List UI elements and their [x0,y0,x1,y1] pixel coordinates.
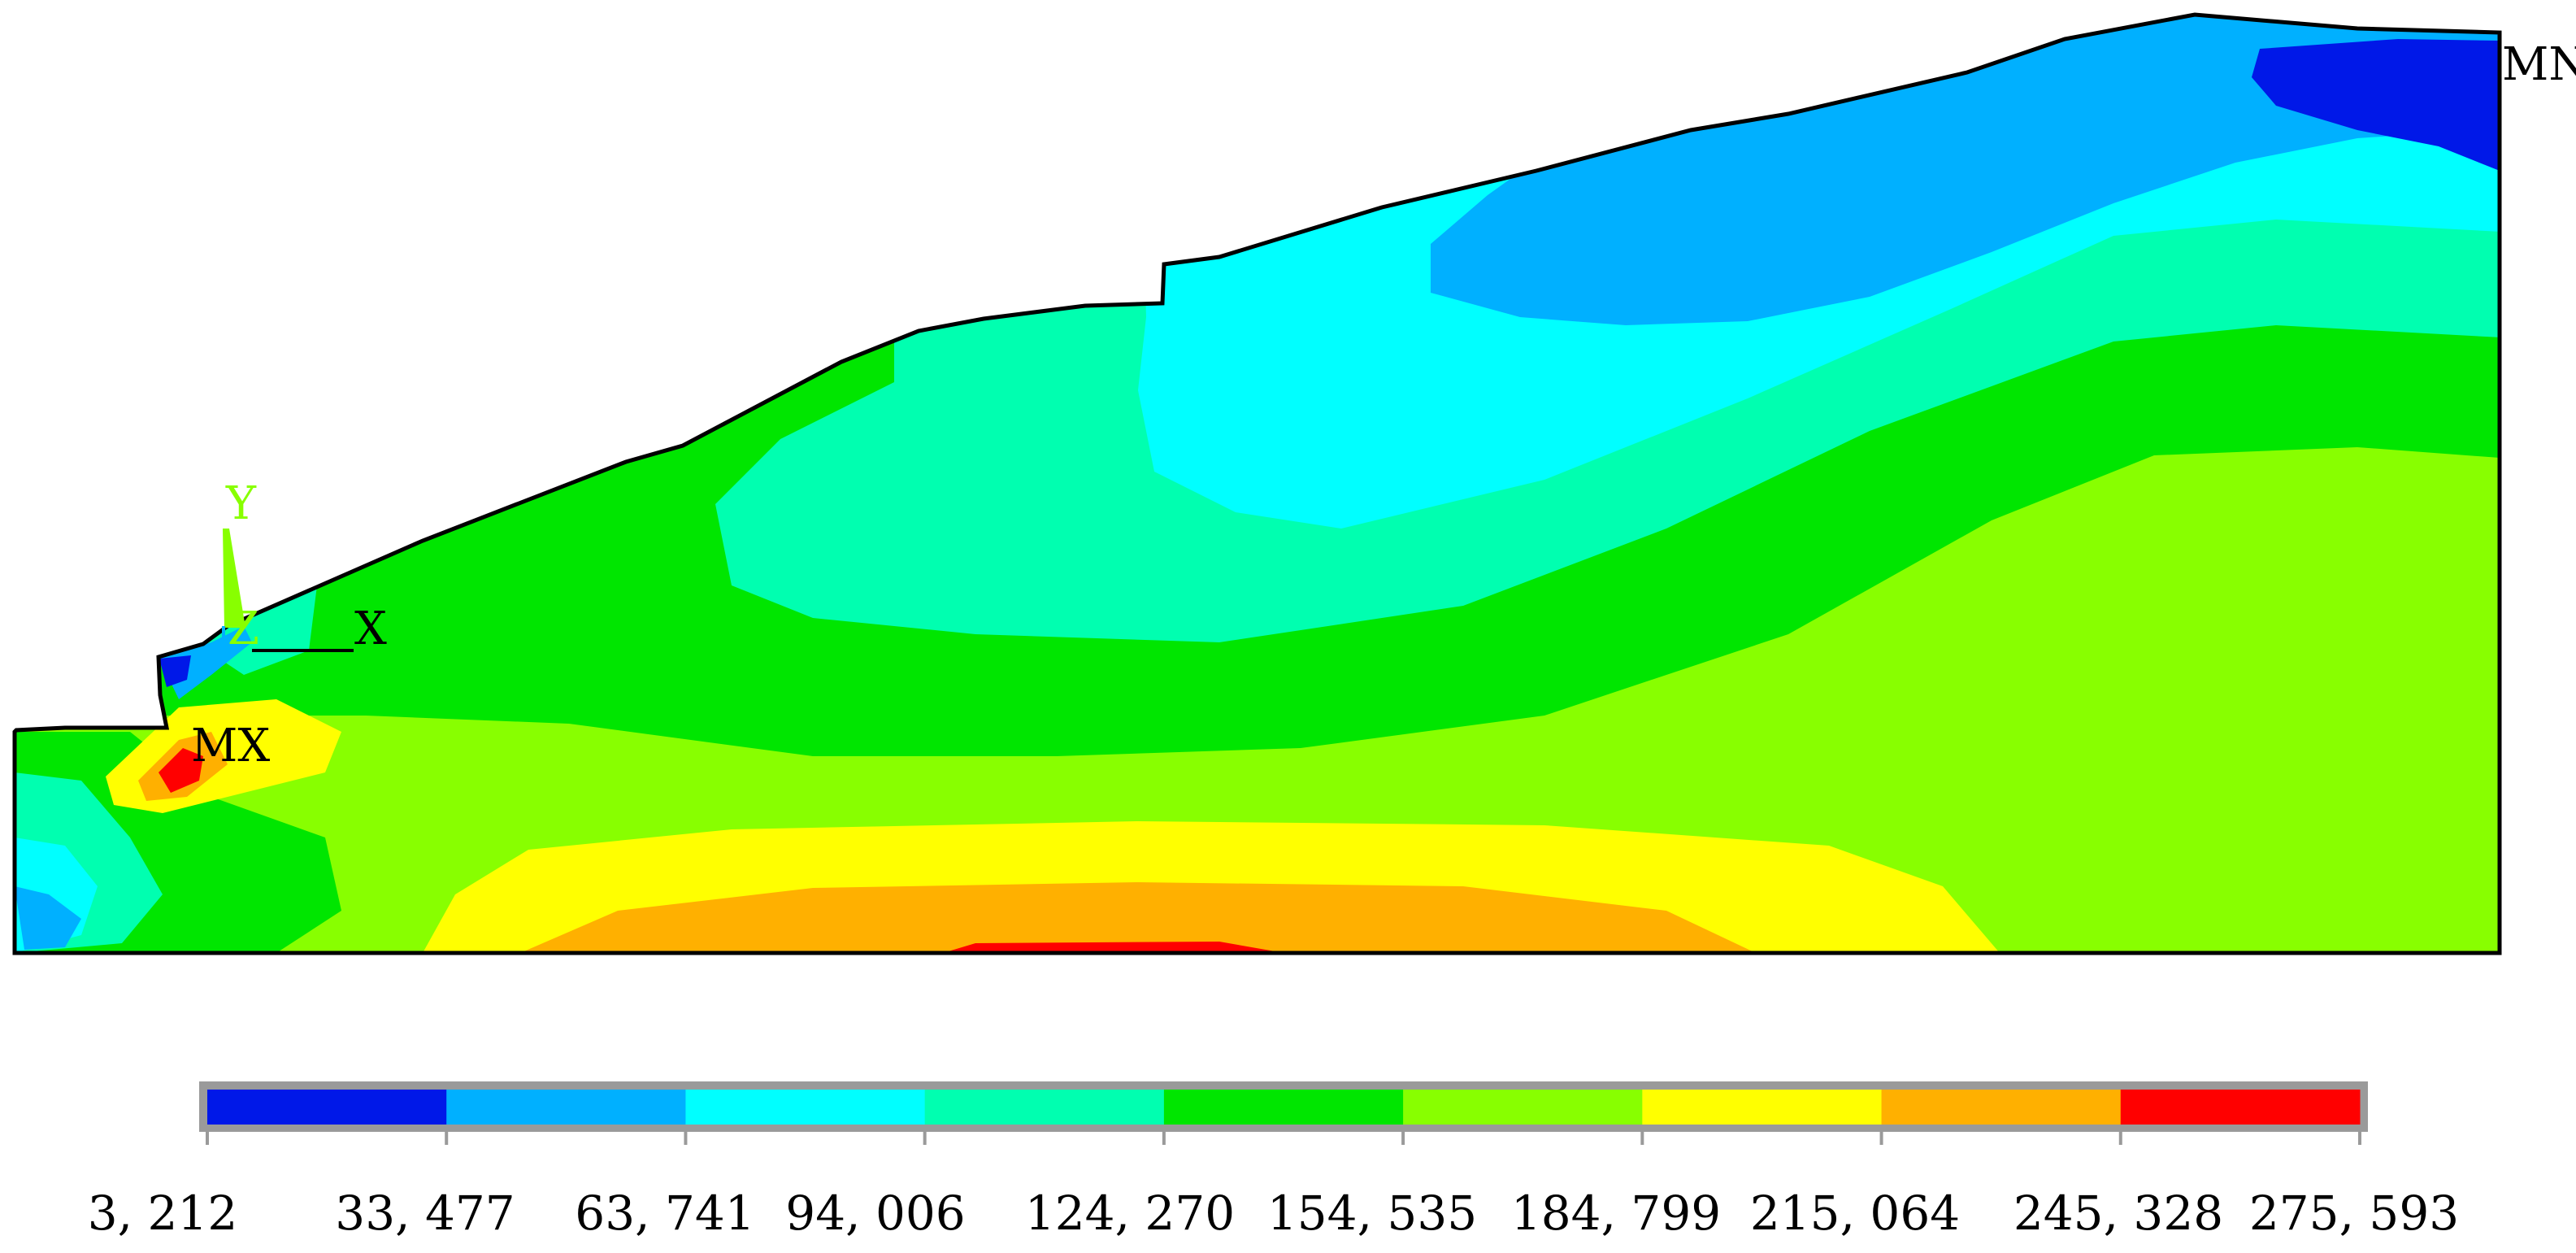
legend-swatches [206,1090,2361,1145]
axis-label-x: X [354,603,387,655]
legend-swatch-5 [1163,1090,1404,1125]
axis-label-z: Z [228,603,259,655]
legend-tick-label: 33, 477 [335,1186,515,1241]
legend-swatch-2 [446,1090,686,1125]
min-marker: MN [2502,38,2576,91]
contour-band-1 [2252,39,2500,171]
triad-y-axis [223,529,245,628]
contour-left-lightblue [15,886,81,950]
legend-tick-label: 245, 328 [2013,1186,2224,1241]
legend-swatch-4 [924,1090,1165,1125]
legend-swatch-6 [1403,1090,1643,1125]
legend-tick-label: 154, 535 [1266,1186,1478,1241]
legend-tick-label: 63, 741 [575,1186,755,1241]
legend-swatch-3 [685,1090,926,1125]
legend-tick-label: 184, 799 [1510,1186,1722,1241]
legend-tick-label: 275, 593 [2248,1186,2460,1241]
legend-swatch-1 [207,1090,447,1125]
legend-tick-label: 124, 270 [1024,1186,1236,1241]
legend-swatch-8 [1881,1090,2122,1125]
axis-label-y: Y [226,477,256,530]
legend-swatch-9 [2120,1090,2361,1125]
contour-crest-darkblue [159,655,191,687]
legend-tick-label: 3, 212 [87,1186,238,1241]
legend-tick-label: 94, 006 [785,1186,966,1241]
model-outline [12,12,2502,955]
contour-hotspot-red [159,748,203,793]
contour-band-8 [520,882,1756,953]
max-marker: MX [191,720,271,772]
legend-tick-label: 215, 064 [1749,1186,1961,1241]
contour-band-9 [943,942,1284,953]
legend-swatch-7 [1642,1090,1883,1125]
